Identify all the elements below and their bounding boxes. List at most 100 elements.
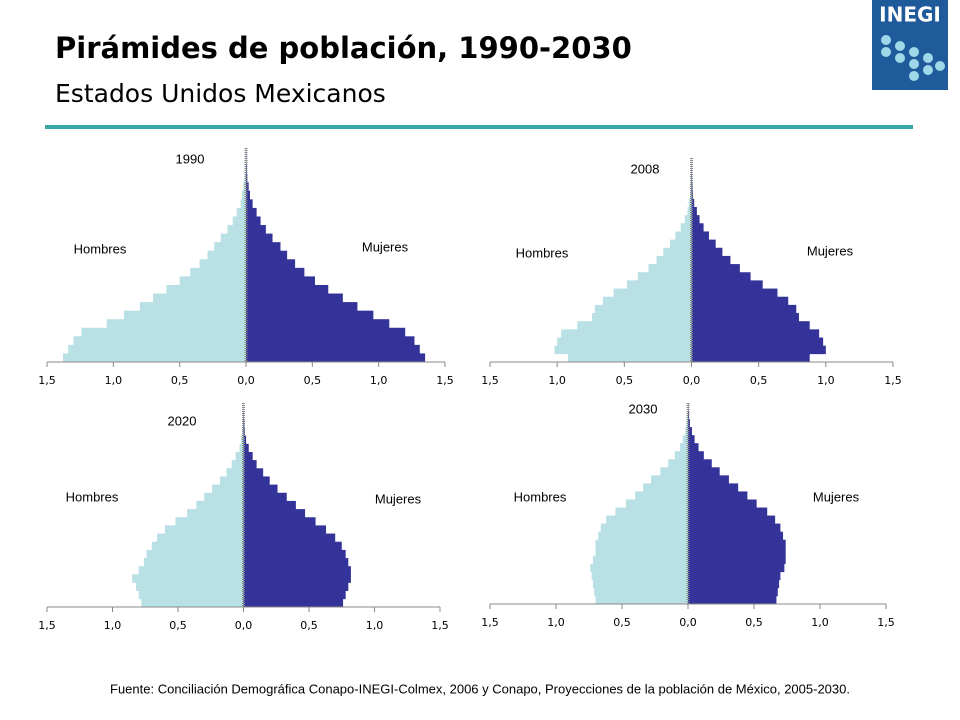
x-tick-label: 1,5 bbox=[884, 374, 902, 387]
bar bbox=[246, 353, 426, 363]
bar bbox=[592, 579, 688, 589]
bar bbox=[81, 327, 246, 337]
x-tick-label: 0,5 bbox=[616, 374, 634, 387]
bar bbox=[138, 566, 244, 575]
bar bbox=[674, 451, 688, 460]
x-tick-label: 0,0 bbox=[235, 619, 253, 632]
chart-title: 2008 bbox=[631, 161, 660, 176]
bar bbox=[691, 223, 704, 232]
x-tick-label: 1,5 bbox=[436, 374, 454, 387]
bar bbox=[660, 467, 688, 476]
bar bbox=[688, 427, 692, 436]
bar bbox=[635, 491, 688, 500]
x-tick-label: 1,0 bbox=[811, 616, 829, 629]
slide-title: Pirámides de población, 1990-2030 bbox=[55, 31, 632, 65]
bar bbox=[637, 272, 692, 281]
pyramid-chart: 1,5 1,0 0,5 0,0 0,5 1,0 1,5 2020 Hombres Mujeres bbox=[38, 403, 449, 632]
bar bbox=[688, 459, 712, 468]
bar bbox=[577, 321, 692, 330]
bar bbox=[246, 250, 288, 260]
x-tick-label: 1,5 bbox=[481, 374, 499, 387]
bar bbox=[688, 435, 695, 444]
bar bbox=[243, 460, 257, 469]
bar bbox=[179, 276, 246, 286]
bar bbox=[680, 443, 688, 452]
bar bbox=[688, 507, 768, 516]
bar bbox=[232, 216, 246, 226]
bar bbox=[243, 492, 287, 502]
bar bbox=[246, 327, 406, 337]
bar bbox=[591, 571, 688, 581]
bar bbox=[246, 199, 253, 209]
bar bbox=[243, 566, 351, 575]
bar bbox=[691, 288, 778, 298]
bar bbox=[231, 460, 244, 469]
bar bbox=[240, 199, 246, 209]
bar bbox=[688, 499, 757, 508]
bar bbox=[595, 539, 688, 549]
series-label: Hombres bbox=[66, 489, 119, 504]
bar bbox=[688, 579, 780, 589]
bar bbox=[243, 541, 342, 551]
bar bbox=[143, 558, 244, 567]
series-label: Hombres bbox=[516, 245, 569, 260]
source-note: Fuente: Conciliación Demográfica Conapo-… bbox=[110, 681, 850, 696]
bar bbox=[139, 302, 246, 311]
chart-title: 2020 bbox=[168, 413, 197, 428]
bar bbox=[592, 313, 692, 322]
bar bbox=[212, 484, 244, 494]
bar bbox=[688, 531, 784, 540]
slide-subtitle: Estados Unidos Mexicanos bbox=[55, 79, 386, 108]
bar bbox=[243, 484, 278, 494]
bar bbox=[246, 190, 250, 200]
bar bbox=[688, 547, 786, 557]
bar bbox=[243, 590, 346, 600]
chart-title: 1990 bbox=[176, 151, 205, 166]
bar bbox=[554, 345, 692, 355]
bar bbox=[73, 336, 247, 346]
series-label: Mujeres bbox=[807, 243, 854, 258]
bar bbox=[246, 293, 343, 303]
bar bbox=[157, 533, 244, 543]
bar bbox=[691, 264, 740, 273]
bar bbox=[226, 468, 244, 477]
bar bbox=[246, 284, 329, 294]
bar bbox=[164, 525, 244, 534]
bar bbox=[246, 319, 390, 329]
bar bbox=[106, 319, 246, 329]
bar bbox=[243, 549, 346, 559]
bar bbox=[138, 590, 244, 600]
bar bbox=[68, 344, 246, 354]
bar bbox=[688, 563, 785, 573]
bar bbox=[214, 242, 246, 252]
bar bbox=[598, 531, 688, 540]
bar bbox=[246, 259, 296, 269]
bar bbox=[687, 206, 692, 216]
bar bbox=[682, 435, 688, 444]
bar bbox=[651, 475, 688, 484]
x-tick-label: 1,5 bbox=[431, 619, 449, 632]
bar bbox=[153, 293, 246, 303]
bar bbox=[613, 288, 692, 298]
bar bbox=[246, 242, 281, 252]
bar bbox=[132, 574, 244, 583]
logo-dots bbox=[881, 35, 945, 81]
bar bbox=[688, 443, 699, 452]
x-tick-label: 1,0 bbox=[817, 374, 835, 387]
bar bbox=[691, 353, 810, 363]
series-label: Hombres bbox=[74, 241, 127, 256]
bar bbox=[691, 206, 697, 216]
bar bbox=[606, 515, 688, 524]
x-tick-label: 1,0 bbox=[104, 619, 122, 632]
bar bbox=[123, 310, 246, 320]
x-tick-label: 0,5 bbox=[171, 374, 189, 387]
bar bbox=[691, 280, 763, 289]
bar bbox=[625, 499, 688, 508]
bar bbox=[243, 451, 253, 461]
bar bbox=[246, 267, 305, 277]
bar bbox=[207, 250, 246, 260]
bar bbox=[594, 304, 692, 314]
bar bbox=[227, 225, 246, 234]
bar bbox=[688, 451, 704, 460]
bar bbox=[246, 207, 257, 217]
